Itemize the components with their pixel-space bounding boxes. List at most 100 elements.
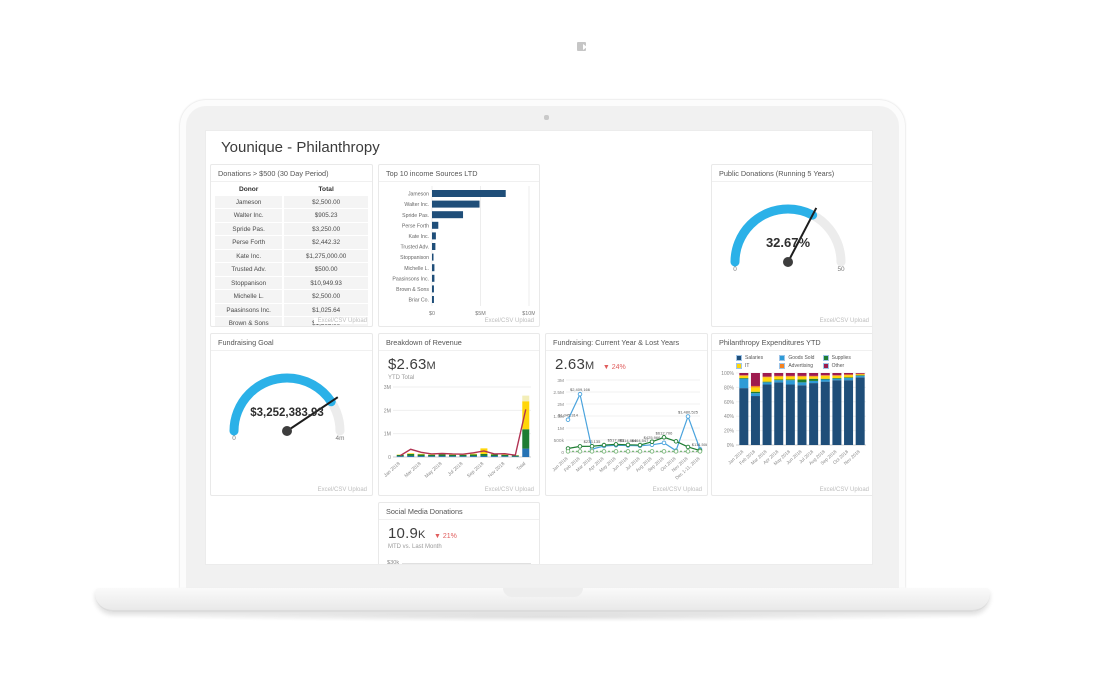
- legend-swatch-icon: [779, 363, 786, 369]
- stack-segment: [762, 377, 772, 382]
- data-point: [697, 449, 703, 454]
- donations-table: Donor Total Jameson $2,500.00 Walter Inc. $90…: [211, 182, 372, 326]
- laptop-base: [95, 588, 990, 612]
- stack-segment: [797, 385, 807, 445]
- axis-tick-label: $0: [429, 311, 435, 317]
- legend-item[interactable]: Other: [822, 363, 864, 369]
- stack-segment: [511, 456, 519, 457]
- stack-segment: [785, 373, 795, 376]
- stack-segment: [855, 374, 865, 376]
- legend-swatch-icon: [779, 355, 786, 361]
- axis-tick-label: Total: [516, 461, 528, 472]
- stack-segment: [832, 375, 842, 379]
- data-point: [661, 449, 667, 454]
- bar[interactable]: [432, 296, 434, 303]
- legend-item[interactable]: Goods Sold: [779, 355, 820, 361]
- data-point: [577, 444, 583, 449]
- point-label: $114,508: [692, 442, 708, 447]
- widget-fundraising-goal[interactable]: Fundraising Goal 0 4m $3,252,383.93 Exce…: [210, 333, 373, 496]
- revenue-breakdown-chart[interactable]: 0 1M 2M 3M Jan 2018 Mar 2018 May 2018 Jul 2018 S…: [379, 381, 539, 492]
- stack-segment: [809, 376, 819, 379]
- bar[interactable]: [432, 190, 506, 197]
- data-point: [637, 442, 643, 448]
- stack-segment: [739, 388, 749, 445]
- point-label: $1,345,314: [558, 413, 579, 418]
- bar[interactable]: [432, 253, 434, 261]
- widget-revenue-breakdown[interactable]: Breakdown of Revenue $2.63M YTD Total 0 1…: [378, 333, 540, 496]
- chart-legend: Salaries Goods Sold Supplies IT Advertis…: [712, 351, 872, 369]
- stack-segment: [762, 384, 772, 445]
- gauge-min-label: 0: [232, 435, 236, 442]
- bar[interactable]: [432, 211, 464, 219]
- bar[interactable]: [432, 274, 435, 282]
- widget-public-donations[interactable]: Public Donations (Running 5 Years) 0 50 …: [711, 164, 872, 327]
- bar-label: Jameson: [408, 192, 429, 198]
- income-sources-chart[interactable]: Jameson Walter Inc. Spride Pas. Perse Forth…: [379, 182, 539, 326]
- play-icon[interactable]: [577, 42, 587, 51]
- widget-fundraising-lines[interactable]: Fundraising: Current Year & Lost Years 2…: [545, 333, 708, 496]
- bar[interactable]: [432, 285, 434, 293]
- laptop-notch: [502, 588, 583, 597]
- legend-item[interactable]: IT: [736, 363, 777, 369]
- widget-donations-table[interactable]: Donations > $500 (30 Day Period) Donor To…: [210, 164, 373, 327]
- fundraising-lines-chart[interactable]: 0 500k 1M 1.5M 2M 2.5M 3M $1,345,314 $2,409,166 $…: [546, 374, 707, 491]
- stack-segment: [417, 453, 425, 455]
- stack-segment: [449, 454, 457, 457]
- stack-segment: [855, 375, 865, 378]
- gauge-value: 32.67%: [766, 235, 811, 250]
- dashboard-panel: Younique - Philanthropy Donations > $500…: [205, 130, 873, 565]
- legend-item[interactable]: Salaries: [736, 355, 777, 361]
- bar[interactable]: [432, 232, 436, 240]
- stack-segment: [417, 454, 425, 457]
- bar[interactable]: [432, 200, 480, 208]
- public-donations-gauge[interactable]: 0 50 32.67%: [712, 182, 872, 291]
- axis-tick-label: 60%: [724, 400, 735, 406]
- table-row: Trusted Adv. $500.00: [215, 263, 368, 277]
- widget-expenditures[interactable]: Philanthropy Expenditures YTD Salaries G…: [711, 333, 872, 496]
- axis-tick-label: 0%: [727, 443, 735, 449]
- legend-item[interactable]: Advertising: [779, 363, 820, 369]
- axis-tick-label: 2M: [557, 402, 564, 408]
- webcam-icon: [544, 115, 549, 120]
- fundraising-goal-gauge[interactable]: 0 4m $3,252,383.93: [211, 351, 372, 460]
- legend-item[interactable]: Supplies: [822, 355, 864, 361]
- gauge-min-label: 0: [733, 266, 737, 273]
- bar[interactable]: [432, 221, 439, 229]
- gauge-needle: [286, 396, 339, 432]
- axis-tick-label: May 2018: [424, 461, 444, 480]
- bar[interactable]: [432, 264, 435, 272]
- stack-segment: [797, 382, 807, 386]
- bar[interactable]: [432, 243, 436, 250]
- stack-segment: [407, 455, 415, 457]
- data-point: [601, 449, 607, 454]
- stack-segment: [407, 453, 415, 454]
- axis-tick-label: Jul 2018: [447, 461, 465, 478]
- stack-segment: [797, 379, 807, 383]
- widget-title: Social Media Donations: [379, 503, 539, 520]
- axis-tick-label: 1M: [384, 432, 391, 438]
- kpi-value: $2.63M: [388, 356, 436, 373]
- hbar-svg: Jameson Walter Inc. Spride Pas. Perse Forth…: [392, 186, 536, 317]
- stack-segment: [797, 375, 807, 377]
- stack-segment: [820, 379, 830, 382]
- gauge-max-label: 50: [837, 266, 845, 273]
- stack-segment: [490, 454, 498, 457]
- axis-tick-label: 3M: [384, 385, 391, 391]
- stack-segment: [469, 454, 477, 457]
- legend-swatch-icon: [822, 363, 829, 369]
- stack-segment: [855, 373, 865, 374]
- axis-tick-label: 20%: [724, 429, 735, 435]
- widget-income-sources[interactable]: Top 10 income Sources LTD Jameson Walter …: [378, 164, 540, 327]
- data-source-label: Excel/CSV Upload: [815, 487, 869, 493]
- bar-label: Stoppanison: [400, 255, 429, 261]
- table-row: Jameson $2,500.00: [215, 195, 368, 209]
- point-label: $233,135: [584, 439, 601, 444]
- data-point: [613, 449, 619, 454]
- bar-label: Brown & Sons: [396, 287, 429, 293]
- widget-social-media[interactable]: Social Media Donations 10.9K ▼ 21% MTD v…: [378, 502, 540, 564]
- expenditures-chart[interactable]: 0% 20% 40% 60% 80% 100% Jan 2018 Feb 2018 Mar 20…: [712, 369, 872, 484]
- kpi-value: 10.9K: [388, 525, 426, 542]
- axis-tick-label: 80%: [724, 385, 735, 391]
- axis-tick-label: 3M: [557, 378, 564, 384]
